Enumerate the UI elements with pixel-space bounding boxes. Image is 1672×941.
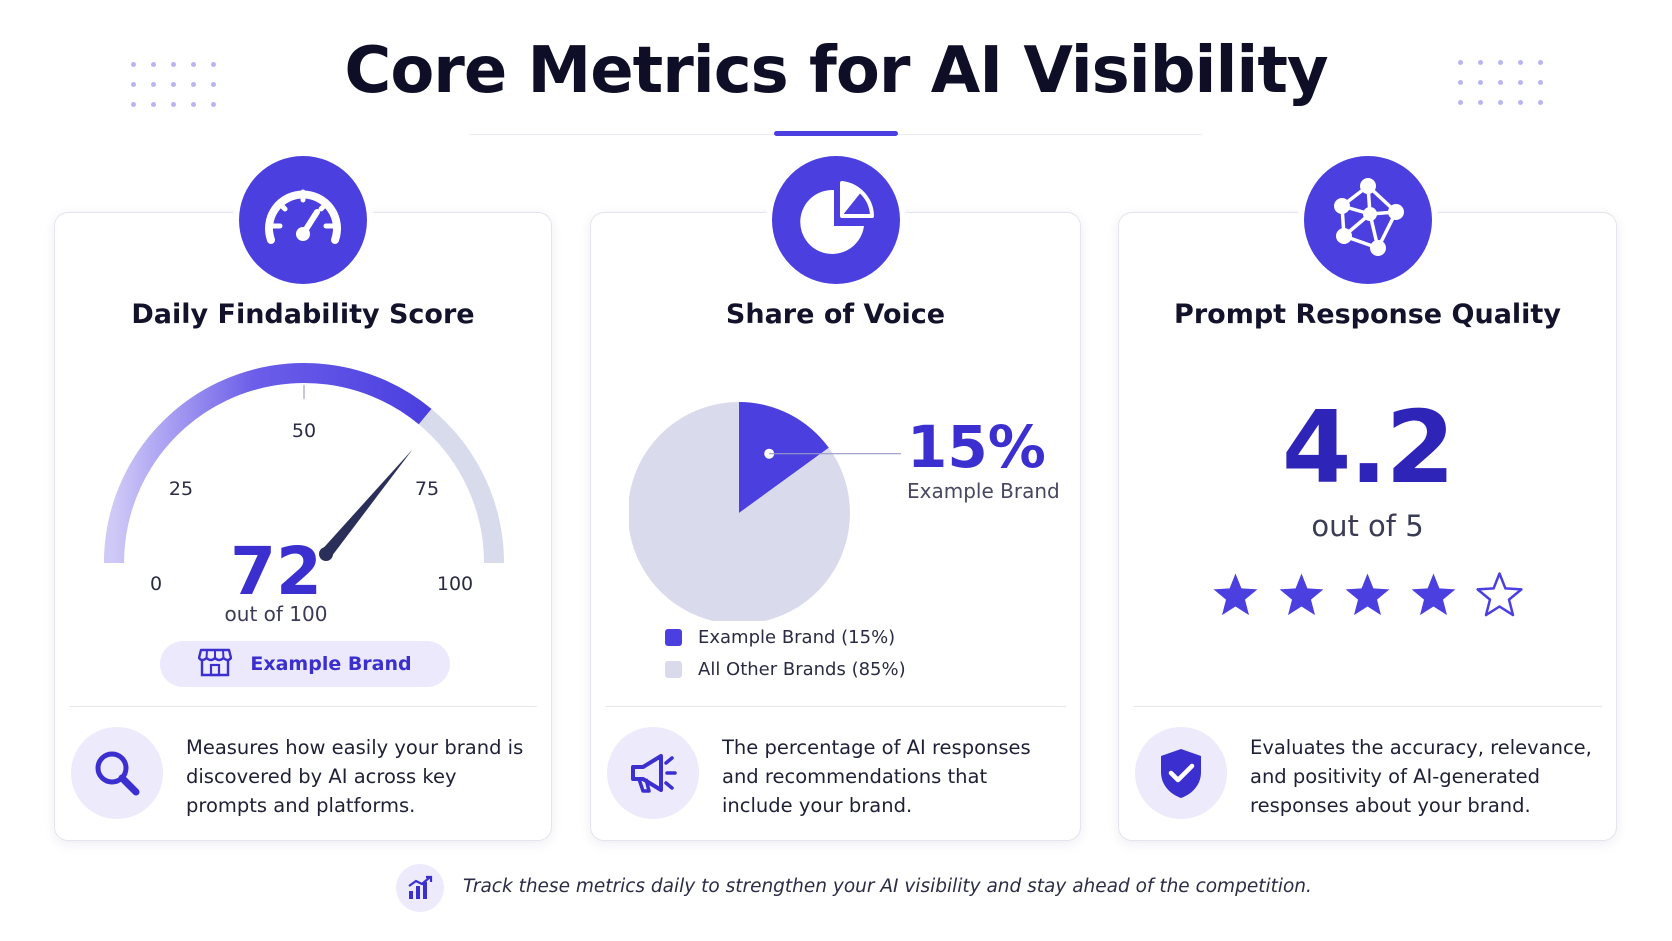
pie-chart-icon <box>771 156 900 284</box>
legend-swatch <box>665 660 682 678</box>
share-of-voice-card: Share of Voice 15% Example Brand Example… <box>590 156 1081 841</box>
gauge-tick-0: 0 <box>150 573 162 595</box>
gauge-tick-50: 50 <box>292 420 316 442</box>
star-rating <box>1211 571 1524 620</box>
card-description: Measures how easily your brand is discov… <box>186 736 524 817</box>
legend-item: Example Brand (15%) <box>665 621 906 653</box>
title-accent-bar <box>774 131 898 136</box>
share-pie-chart <box>629 402 901 621</box>
brand-badge-label: Example Brand <box>250 653 412 675</box>
legend-label: All Other Brands (85%) <box>698 658 906 680</box>
gauge-needle-hub <box>319 547 333 561</box>
search-icon <box>71 727 163 819</box>
gauge-tick-25: 25 <box>169 478 193 500</box>
card-title: Share of Voice <box>725 299 946 330</box>
rating-value: 4.2 <box>1281 389 1455 506</box>
card-divider <box>69 706 537 707</box>
card-divider <box>1133 706 1602 707</box>
findability-card: Daily Findability Score 50 25 75 0 100 7… <box>54 156 552 841</box>
gauge-tick-75: 75 <box>415 478 439 500</box>
legend-item: All Other Brands (85%) <box>665 653 906 685</box>
storefront-icon <box>198 647 233 682</box>
card-description: The percentage of AI responses and recom… <box>722 736 1031 817</box>
speedometer-icon <box>239 156 367 284</box>
gauge-fill <box>104 363 432 564</box>
decorative-dots-right <box>1458 60 1546 105</box>
star-filled-icon <box>1213 573 1258 616</box>
star-outline-icon <box>1476 572 1523 617</box>
card-title: Daily Findability Score <box>131 299 475 330</box>
pie-legend: Example Brand (15%) All Other Brands (85… <box>665 621 906 685</box>
card-title: Prompt Response Quality <box>1174 299 1561 330</box>
pie-slice-example-brand <box>739 402 829 513</box>
response-quality-card: Prompt Response Quality 4.2 out of 5 Eva… <box>1118 156 1617 841</box>
footer-tagline: Track these metrics daily to strengthen … <box>463 876 1312 897</box>
brand-badge: Example Brand <box>160 641 450 687</box>
gauge-value: 72 <box>230 533 322 610</box>
megaphone-icon <box>607 727 699 819</box>
bar-chart-icon <box>396 864 444 912</box>
star-filled-icon <box>1345 573 1390 616</box>
findability-gauge: 50 25 75 0 100 <box>104 363 504 595</box>
legend-swatch <box>665 628 682 646</box>
gauge-needle <box>321 449 413 558</box>
star-filled-icon <box>1411 573 1456 616</box>
rating-subtitle: out of 5 <box>1311 509 1424 543</box>
page-title: Core Metrics for AI Visibility <box>344 34 1328 108</box>
decorative-dots-left <box>131 62 219 107</box>
share-brand-label: Example Brand <box>907 479 1060 503</box>
shield-check-icon <box>1135 727 1227 819</box>
network-icon <box>1303 156 1432 284</box>
card-description: Evaluates the accuracy, relevance, and p… <box>1250 736 1592 817</box>
gauge-tick-100: 100 <box>437 573 473 595</box>
gauge-subtitle: out of 100 <box>224 602 328 626</box>
card-divider <box>605 706 1066 707</box>
legend-label: Example Brand (15%) <box>698 626 896 648</box>
pie-slice-other-brands <box>629 402 850 621</box>
star-filled-icon <box>1279 573 1324 616</box>
share-percentage: 15% <box>907 413 1046 481</box>
